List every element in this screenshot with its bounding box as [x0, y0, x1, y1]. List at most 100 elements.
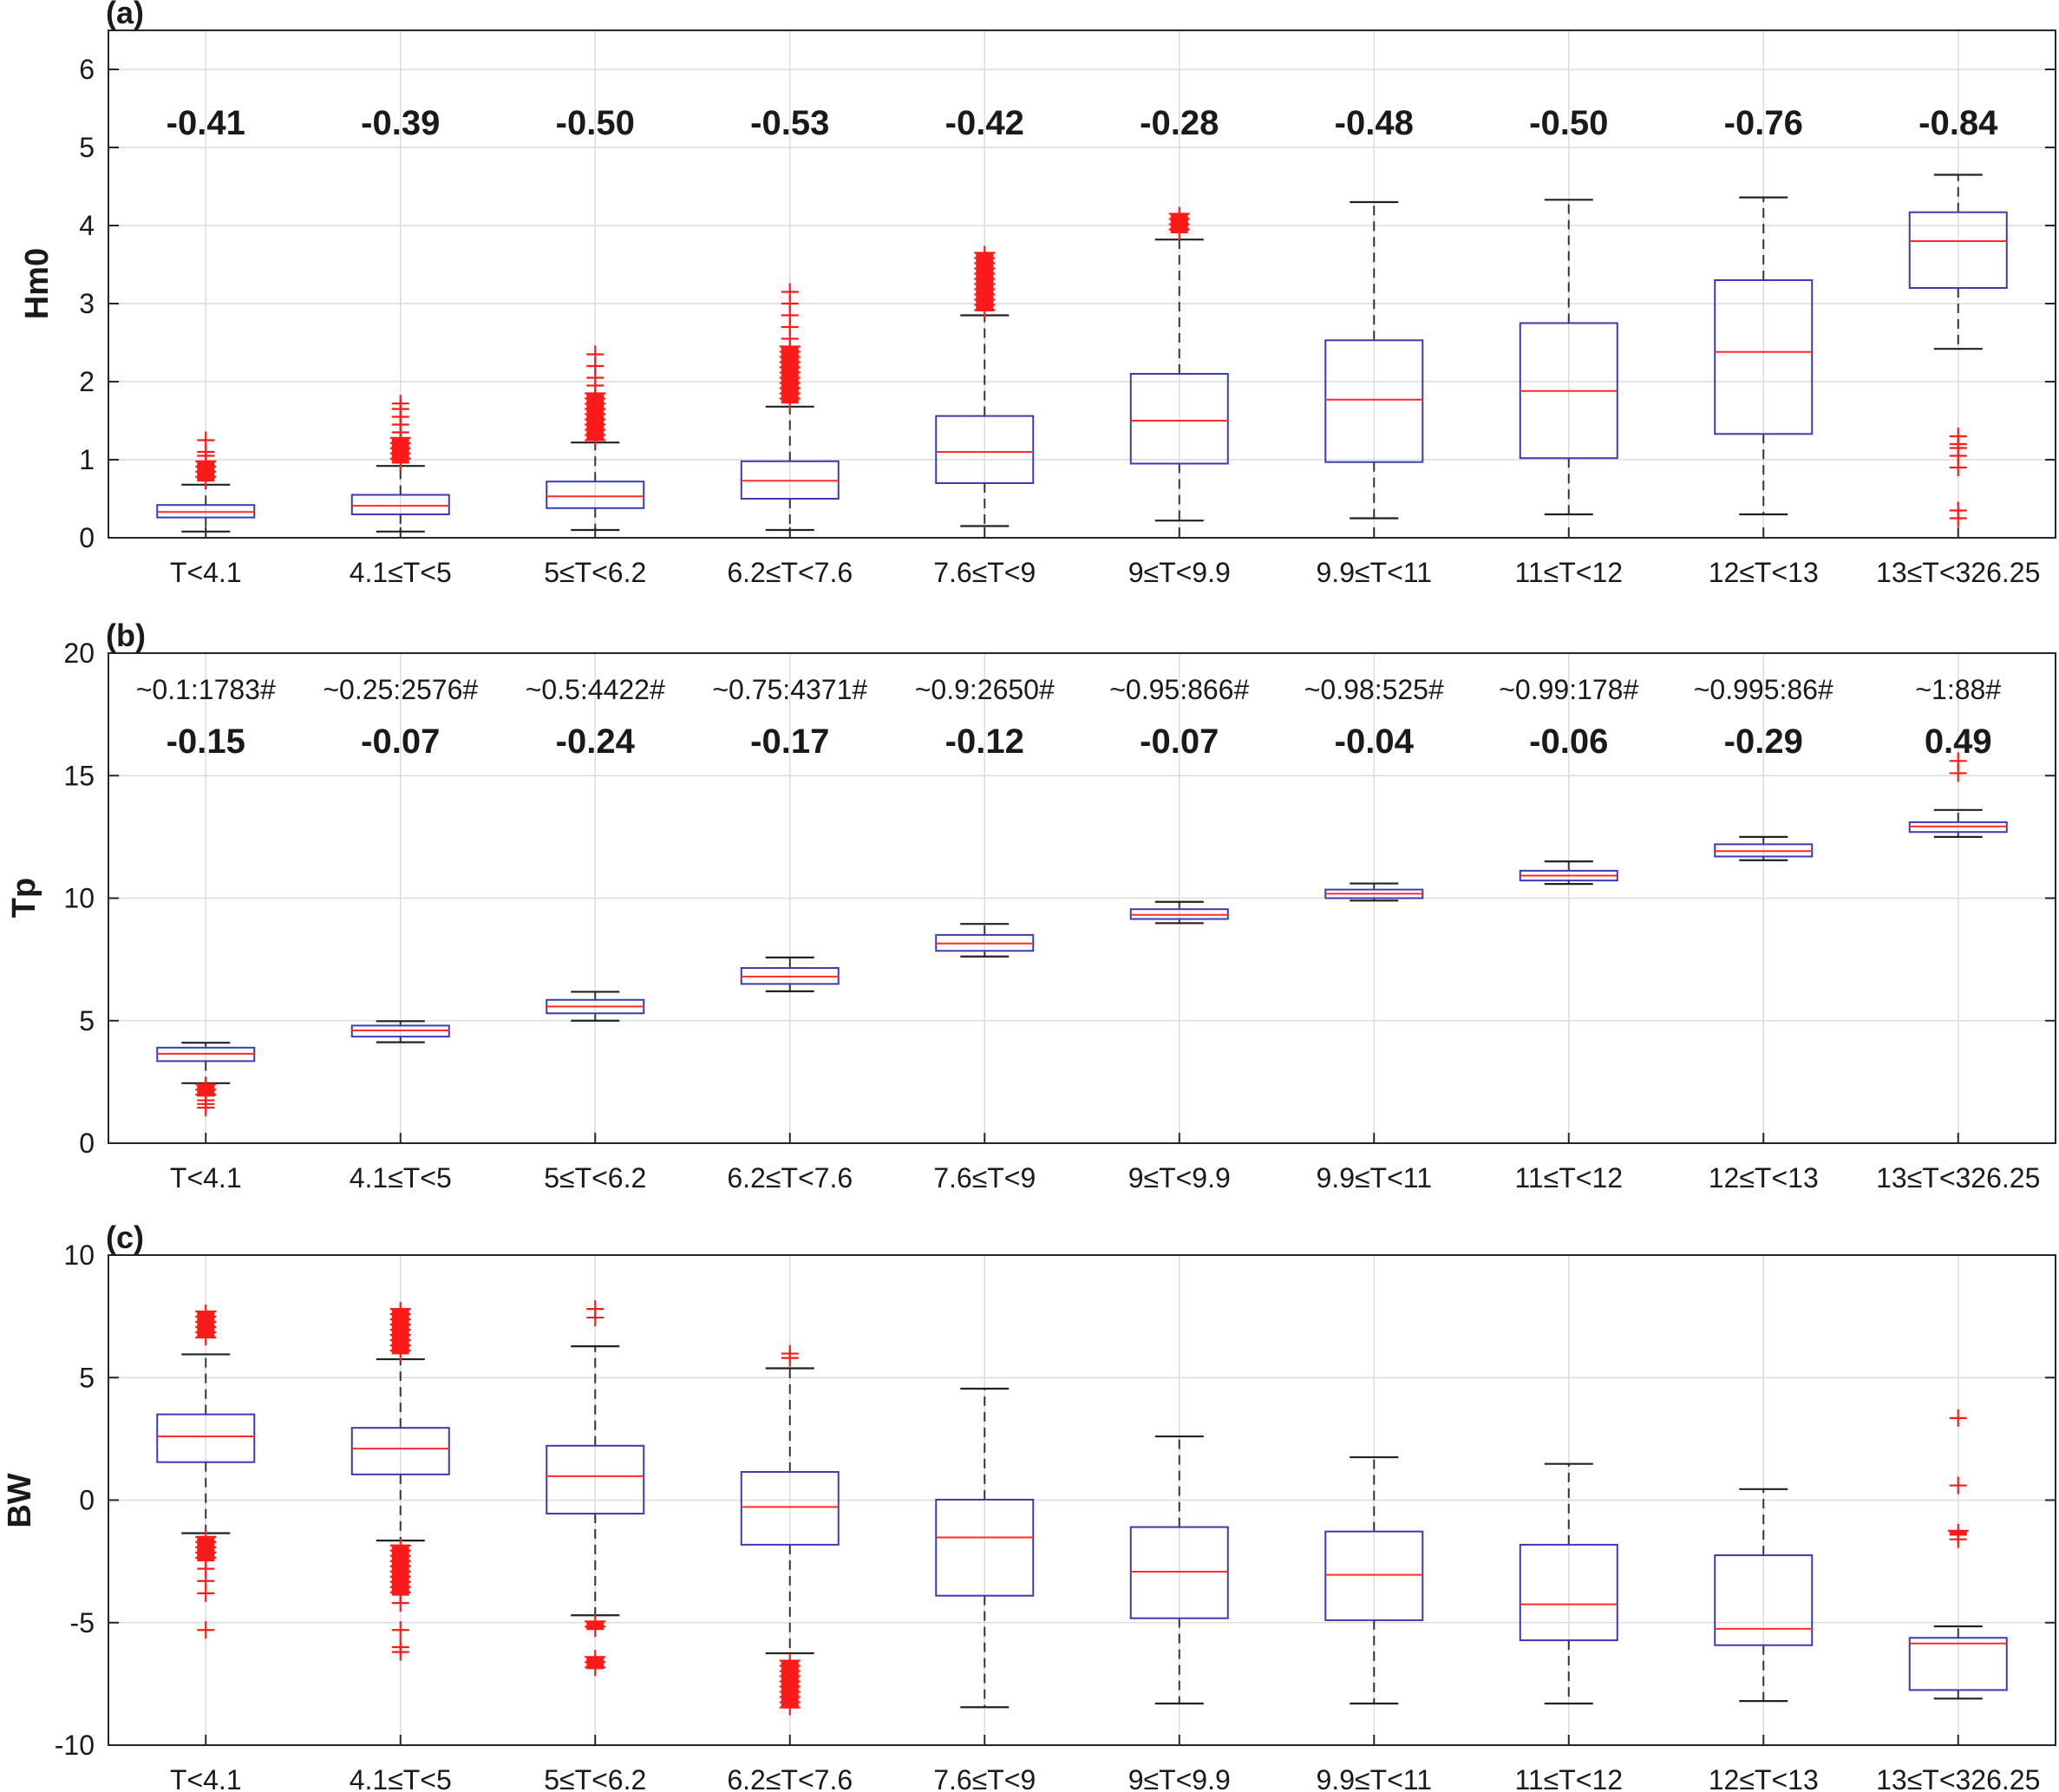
- y-tick-label: 4: [79, 210, 95, 241]
- x-tick-label: T<4.1: [170, 557, 242, 588]
- box-group: [1714, 1488, 1814, 1703]
- correlation-annotation: -0.28: [1140, 104, 1219, 142]
- x-tick-label: 9≤T<9.9: [1128, 557, 1231, 588]
- box-group: [546, 1300, 645, 1677]
- box-group: [1519, 1462, 1618, 1705]
- box-group: [1714, 835, 1814, 861]
- x-tick-label: 13≤T<326.25: [1876, 1764, 2040, 1792]
- x-tick-label: 5≤T<6.2: [544, 557, 646, 588]
- y-axis-label: BW: [2, 1473, 38, 1527]
- correlation-annotation: -0.15: [167, 723, 245, 761]
- correlation-annotation: -0.50: [556, 104, 635, 142]
- correlation-annotation: -0.07: [1140, 723, 1219, 761]
- fraction-annotation: ~0.95:866#: [1109, 674, 1249, 705]
- iqr-box: [546, 1444, 645, 1515]
- x-tick-label: 9≤T<9.9: [1128, 1162, 1231, 1194]
- x-tick-label: 12≤T<13: [1709, 557, 1819, 588]
- panel-b: 0 5 10 15 20 T<4.1 4.1≤T<5 5≤T<6.2 6.2≤T<7.6 7.6≤…: [6, 618, 2056, 1194]
- x-tick-label: T<4.1: [170, 1764, 242, 1792]
- x-tick-label: 5≤T<6.2: [544, 1162, 646, 1194]
- x-tick-label: 4.1≤T<5: [350, 1764, 452, 1792]
- box-group: [156, 431, 256, 533]
- fraction-annotation: ~0.75:4371#: [712, 674, 867, 705]
- correlation-annotation: -0.12: [945, 723, 1024, 761]
- iqr-box: [546, 481, 645, 509]
- x-tick-label: 6.2≤T<7.6: [727, 557, 853, 588]
- box-group: [350, 1020, 450, 1043]
- box-group: [1714, 196, 1814, 516]
- x-tick-label: 5≤T<6.2: [544, 1764, 646, 1792]
- y-tick-label: 0: [79, 522, 95, 553]
- correlation-annotation: -0.42: [945, 104, 1024, 142]
- box-group: [156, 1304, 256, 1639]
- axes-frame: [108, 29, 2056, 539]
- panel-label: (a): [106, 0, 144, 30]
- x-tick-label: 13≤T<326.25: [1876, 557, 2040, 588]
- y-tick-label: 10: [63, 883, 95, 914]
- y-tick-label: 3: [79, 288, 95, 319]
- iqr-box: [740, 1471, 840, 1546]
- box-group: [1908, 173, 2008, 527]
- box-group: [740, 956, 840, 992]
- y-tick-label: 6: [79, 54, 95, 85]
- y-tick-label: 1: [79, 444, 95, 475]
- correlation-annotation: -0.76: [1724, 104, 1803, 142]
- box-group: [156, 1042, 256, 1117]
- box-group: [1908, 752, 2008, 838]
- y-tick-label: 5: [79, 1005, 95, 1037]
- x-tick-label: 13≤T<326.25: [1876, 1162, 2040, 1194]
- x-tick-label: 6.2≤T<7.6: [727, 1162, 853, 1194]
- box-group: [1129, 900, 1229, 925]
- box-group: [1129, 1435, 1229, 1705]
- correlation-annotation: -0.39: [361, 104, 440, 142]
- x-tick-label: 11≤T<12: [1514, 557, 1623, 588]
- box-group: [1324, 200, 1424, 520]
- panel-label: (c): [106, 1220, 144, 1255]
- box-group: [1519, 860, 1618, 886]
- x-tick-label: 11≤T<12: [1514, 1764, 1623, 1792]
- x-tick-label: 9.9≤T<11: [1317, 557, 1433, 588]
- box-group: [1324, 882, 1424, 902]
- iqr-box: [1714, 279, 1814, 435]
- fraction-annotation: ~0.5:4422#: [526, 674, 665, 705]
- x-tick-label: 11≤T<12: [1514, 1162, 1623, 1194]
- fraction-annotation: ~0.995:86#: [1694, 674, 1833, 705]
- x-tick-label: 9.9≤T<11: [1317, 1162, 1433, 1194]
- box-group: [935, 1387, 1035, 1709]
- fraction-annotation: ~0.98:525#: [1304, 674, 1444, 705]
- x-tick-label: 7.6≤T<9: [933, 1764, 1036, 1792]
- correlation-annotation: -0.07: [361, 723, 440, 761]
- iqr-box: [1519, 1543, 1618, 1642]
- x-tick-label: 12≤T<13: [1709, 1764, 1819, 1792]
- iqr-box: [1714, 1554, 1814, 1646]
- y-tick-label: -5: [70, 1607, 95, 1638]
- box-group: [740, 283, 840, 532]
- box-group: [935, 245, 1035, 527]
- panel-a: 0 1 2 3 4 5 6 T<4.1 4.1≤T<5 5≤T<6.2 6.2≤T<7.6 7.6≤T…: [19, 0, 2056, 588]
- y-tick-label: 5: [79, 132, 95, 163]
- x-tick-label: 6.2≤T<7.6: [727, 1764, 853, 1792]
- correlation-annotation: -0.04: [1335, 723, 1415, 761]
- y-tick-label: 10: [63, 1239, 95, 1271]
- x-tick-label: 4.1≤T<5: [350, 557, 452, 588]
- panel-c: -10 -5 0 5 10 T<4.1 4.1≤T<5 5≤T<6.2 6.2≤T<7.6 7.6…: [2, 1220, 2056, 1792]
- fraction-annotation: ~0.9:2650#: [915, 674, 1055, 705]
- box-group: [350, 395, 450, 533]
- y-tick-label: 5: [79, 1362, 95, 1393]
- box-group: [1908, 1409, 2008, 1700]
- box-group: [1519, 199, 1618, 516]
- iqr-box: [935, 415, 1035, 485]
- x-tick-label: 4.1≤T<5: [350, 1162, 452, 1194]
- box-group: [740, 1344, 840, 1716]
- correlation-annotation: -0.29: [1724, 723, 1803, 761]
- box-group: [1129, 206, 1229, 522]
- iqr-box: [1129, 373, 1229, 465]
- iqr-box: [1129, 1526, 1229, 1619]
- iqr-box: [156, 1413, 256, 1463]
- iqr-box: [1908, 211, 2008, 289]
- correlation-annotation: -0.53: [750, 104, 829, 142]
- correlation-annotation: -0.48: [1335, 104, 1414, 142]
- fraction-annotation: ~1:88#: [1915, 674, 2001, 705]
- x-tick-label: 12≤T<13: [1709, 1162, 1819, 1194]
